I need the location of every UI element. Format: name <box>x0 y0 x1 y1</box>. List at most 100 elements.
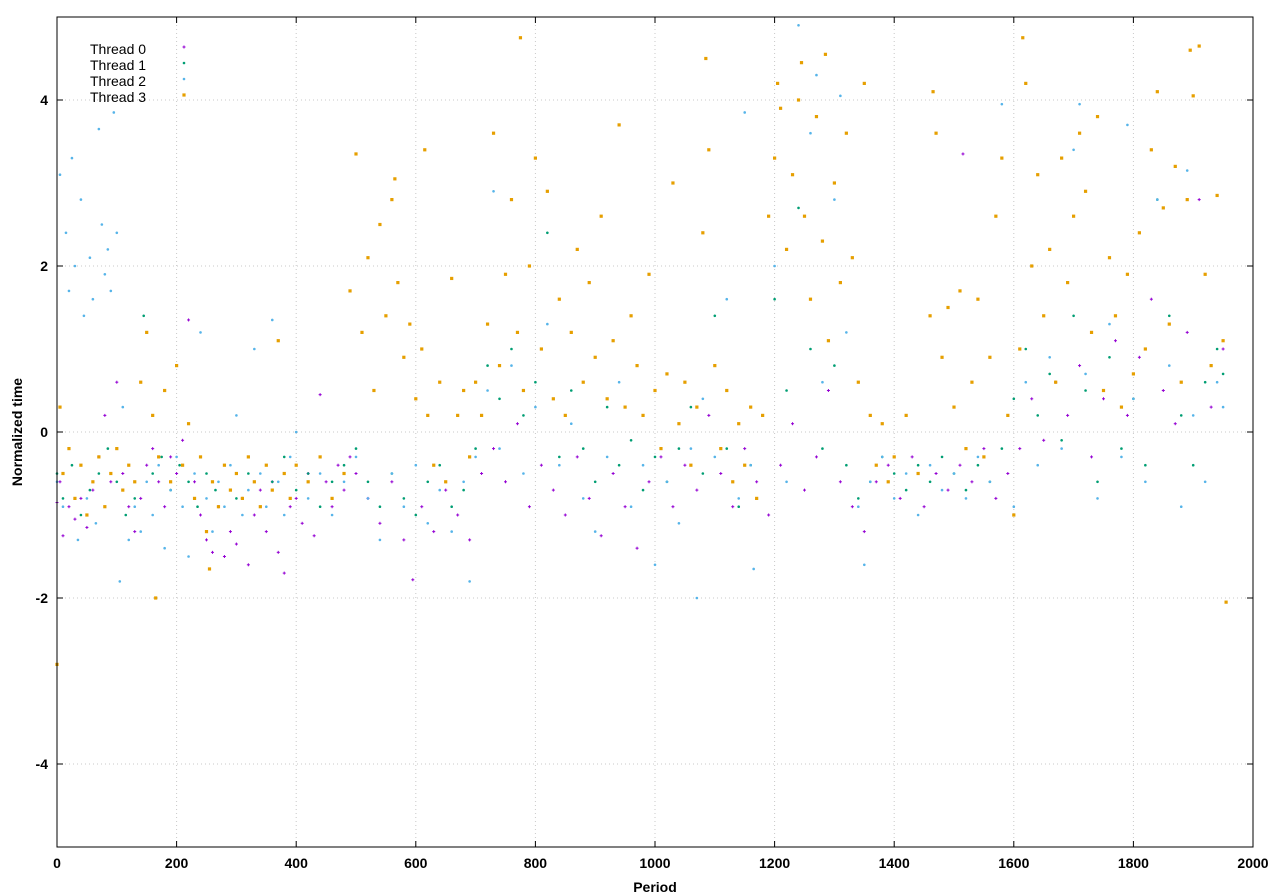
data-point <box>659 447 663 451</box>
data-point <box>342 471 346 476</box>
y-tick-label: 4 <box>40 92 48 108</box>
data-point <box>312 534 316 538</box>
data-point <box>444 488 448 492</box>
data-point <box>1113 339 1117 343</box>
data-point <box>91 297 95 301</box>
data-point <box>904 488 908 492</box>
data-point <box>354 447 358 450</box>
data-point <box>617 463 621 467</box>
data-point <box>426 413 430 417</box>
data-point <box>390 472 394 475</box>
data-point <box>480 472 484 475</box>
data-point <box>264 463 268 467</box>
data-point <box>587 496 591 500</box>
data-point <box>1042 438 1046 442</box>
data-point <box>886 480 890 484</box>
data-point <box>916 513 920 517</box>
data-point <box>450 530 453 533</box>
data-point <box>558 463 561 467</box>
data-point <box>348 289 352 293</box>
data-point <box>677 422 681 426</box>
data-point <box>510 347 513 351</box>
data-point <box>121 488 125 492</box>
data-point <box>58 173 62 176</box>
data-point <box>976 297 980 301</box>
data-point <box>246 563 250 567</box>
data-point <box>342 488 346 492</box>
data-point <box>1149 297 1153 301</box>
data-point <box>1203 380 1207 384</box>
data-point <box>1072 314 1075 318</box>
data-point <box>892 497 896 500</box>
data-point <box>199 331 202 334</box>
data-point <box>1021 36 1025 40</box>
data-point <box>402 497 406 500</box>
data-point <box>820 239 825 243</box>
data-point <box>952 405 956 409</box>
data-point <box>288 496 292 500</box>
data-point <box>288 505 292 509</box>
data-point <box>964 447 968 451</box>
data-point <box>1102 397 1105 401</box>
data-point <box>761 413 765 417</box>
data-point <box>689 405 693 409</box>
data-point <box>719 447 723 451</box>
data-point <box>354 152 358 156</box>
data-point <box>1048 356 1051 359</box>
data-point <box>70 463 74 467</box>
data-point <box>916 471 920 476</box>
data-point <box>61 497 65 500</box>
data-point <box>468 455 472 459</box>
data-point <box>1203 480 1207 484</box>
data-point <box>1036 414 1040 417</box>
x-tick-label: 200 <box>165 855 189 871</box>
data-point <box>97 455 101 459</box>
data-point <box>833 198 836 201</box>
data-point <box>1030 397 1034 401</box>
x-tick-label: 0 <box>53 855 61 871</box>
data-point <box>677 522 681 525</box>
data-point <box>784 247 789 251</box>
data-point <box>743 463 747 467</box>
data-point <box>767 214 771 218</box>
data-point <box>874 480 878 484</box>
data-point <box>402 538 406 542</box>
data-point <box>704 56 708 61</box>
data-point <box>492 190 495 193</box>
data-point <box>683 463 687 467</box>
data-point <box>1224 600 1228 604</box>
data-point <box>815 73 818 77</box>
data-point <box>181 438 185 442</box>
data-point <box>599 214 603 218</box>
data-point <box>1095 115 1100 119</box>
data-point <box>127 463 131 467</box>
data-point <box>737 505 741 509</box>
data-point <box>892 455 896 459</box>
data-point <box>1030 264 1034 268</box>
data-point <box>378 521 382 525</box>
data-point <box>1060 447 1063 450</box>
data-point <box>1120 455 1123 459</box>
data-point <box>324 480 328 484</box>
data-point <box>1179 505 1183 509</box>
data-point <box>330 480 334 484</box>
data-point <box>396 281 400 285</box>
data-point <box>240 496 244 500</box>
data-point <box>486 389 489 392</box>
data-point <box>479 413 484 417</box>
data-point <box>318 455 322 459</box>
data-point <box>1113 314 1118 318</box>
data-point <box>354 472 358 475</box>
data-point <box>611 339 615 343</box>
data-point <box>775 81 780 85</box>
data-point <box>485 322 490 326</box>
data-point <box>880 455 884 459</box>
data-point <box>133 480 137 484</box>
data-point <box>492 447 496 451</box>
data-point <box>67 289 71 293</box>
data-point <box>372 388 376 393</box>
data-point <box>839 94 842 98</box>
data-point <box>157 455 161 459</box>
data-point <box>474 455 477 459</box>
data-point <box>1077 131 1082 135</box>
